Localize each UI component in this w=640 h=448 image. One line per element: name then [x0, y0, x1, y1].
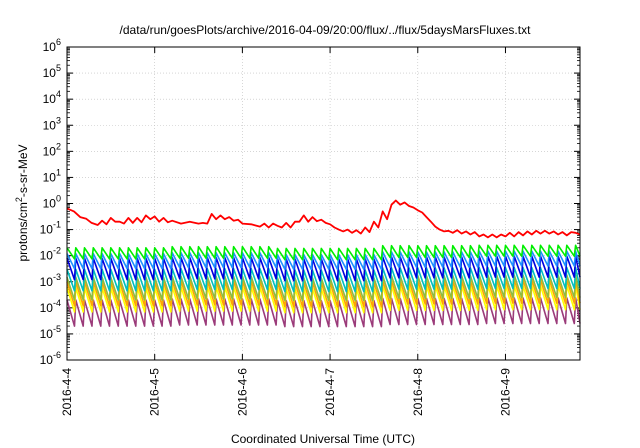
y-tick-exponent: 6	[56, 37, 61, 47]
y-tick-exponent: -2	[53, 246, 61, 256]
y-tick-label: 10-4	[40, 298, 61, 315]
y-tick-exponent: 1	[56, 167, 61, 177]
x-tick-label: 2016-4-4	[60, 368, 74, 416]
sawtooth-series-line	[66, 297, 581, 328]
series-line	[66, 199, 581, 239]
y-tick-label: 10-5	[40, 324, 61, 341]
grid-lines	[67, 47, 580, 360]
y-tick-base: 10	[43, 66, 57, 80]
sawtooth-series-line	[66, 244, 581, 261]
x-tick-label: 2016-4-8	[411, 368, 425, 416]
y-tick-label: 106	[43, 37, 61, 54]
series-layer	[66, 199, 581, 328]
plot-frame	[66, 46, 581, 361]
y-tick-label: 10-3	[40, 272, 61, 289]
y-tick-exponent: 3	[56, 115, 61, 125]
y-tick-label: 10-2	[40, 246, 61, 263]
y-tick-base: 10	[40, 249, 54, 263]
y-tick-base: 10	[40, 353, 54, 367]
y-tick-label: 100	[43, 194, 61, 211]
y-tick-base: 10	[43, 170, 57, 184]
y-tick-label: 10-6	[40, 350, 61, 367]
x-tick-label: 2016-4-5	[148, 368, 162, 416]
y-tick-exponent: -1	[53, 220, 61, 230]
y-tick-label: 102	[43, 141, 61, 158]
y-tick-base: 10	[43, 118, 57, 132]
chart-title: /data/run/goesPlots/archive/2016-04-09/2…	[120, 23, 532, 37]
y-tick-base: 10	[40, 275, 54, 289]
y-tick-base: 10	[43, 197, 57, 211]
y-tick-label: 105	[43, 63, 61, 80]
y-tick-label: 104	[43, 89, 61, 106]
y-axis-label-base: protons/cm	[16, 202, 30, 261]
y-tick-exponent: -6	[53, 350, 61, 360]
y-tick-label: 10-1	[40, 220, 61, 237]
y-tick-exponent: 0	[56, 194, 61, 204]
y-axis-label: protons/cm2-s-sr-MeV	[14, 144, 30, 261]
y-tick-base: 10	[40, 223, 54, 237]
y-tick-base: 10	[43, 144, 57, 158]
x-tick-label: 2016-4-7	[323, 368, 337, 416]
y-tick-base: 10	[43, 40, 57, 54]
y-tick-base: 10	[43, 92, 57, 106]
x-axis-label: Coordinated Universal Time (UTC)	[231, 432, 415, 446]
y-axis-label-rest: -s-sr-MeV	[16, 144, 30, 197]
y-tick-exponent: -3	[53, 272, 61, 282]
x-tick-label: 2016-4-9	[498, 368, 512, 416]
y-tick-exponent: -4	[53, 298, 61, 308]
y-tick-exponent: 5	[56, 63, 61, 73]
y-tick-base: 10	[40, 327, 54, 341]
y-tick-base: 10	[40, 301, 54, 315]
x-tick-label: 2016-4-6	[235, 368, 249, 416]
y-tick-label: 101	[43, 167, 61, 184]
y-tick-exponent: 2	[56, 141, 61, 151]
y-tick-exponent: -5	[53, 324, 61, 334]
sawtooth-series-line	[66, 250, 581, 271]
y-tick-label: 103	[43, 115, 61, 132]
y-tick-exponent: 4	[56, 89, 61, 99]
y-axis-ticks: 10-610-510-410-310-210-11001011021031041…	[40, 37, 580, 367]
y-axis-label-sup: 2	[14, 197, 24, 202]
